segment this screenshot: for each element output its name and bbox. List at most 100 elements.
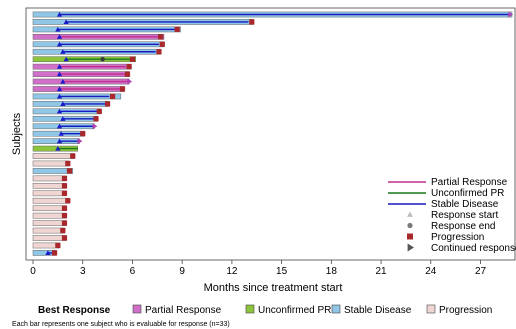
legend-marker-item: Continued response — [407, 243, 516, 254]
footnote: Each bar represents one subject who is e… — [12, 321, 230, 328]
legend-line-item: Stable Disease — [388, 199, 499, 210]
progression-marker — [96, 108, 102, 114]
continued-response-marker — [77, 138, 83, 145]
bottom-legend-swatch — [245, 304, 255, 314]
subject-bar — [32, 123, 98, 130]
bar-rect — [32, 212, 67, 219]
response-start-marker — [56, 34, 63, 39]
x-tick-label: 27 — [475, 266, 487, 277]
subject-bar — [32, 56, 137, 63]
x-axis-ticks: 0 3 6 9 12 15 18 21 24 27 — [30, 260, 487, 277]
subject-bar — [32, 86, 126, 92]
x-tick-label: 15 — [276, 266, 288, 277]
response-start-marker — [56, 71, 63, 77]
x-tick-label: 0 — [30, 266, 36, 277]
subject-bar — [32, 212, 68, 219]
progression-marker — [61, 220, 68, 226]
bar-rect — [32, 183, 67, 189]
subject-bar — [32, 205, 68, 212]
legend-line-item: Unconfirmed PR — [388, 188, 504, 199]
x-tick-label: 9 — [179, 266, 185, 277]
subject-bar — [32, 19, 255, 25]
legend-marker-item: Response end — [407, 221, 496, 232]
response-start-marker — [55, 146, 61, 151]
progression-marker — [104, 101, 111, 107]
response-start-marker — [55, 26, 61, 32]
progression-marker — [51, 250, 58, 256]
response-start-marker — [56, 138, 63, 144]
subject-bar — [32, 26, 181, 33]
response-start-marker — [63, 56, 69, 62]
legend-marker-label: Response start — [431, 210, 498, 221]
response-start-marker — [60, 78, 66, 84]
progression-marker — [61, 235, 68, 241]
subject-bar — [32, 168, 74, 174]
subject-bar — [32, 145, 79, 152]
subject-bar — [32, 160, 71, 167]
progression-marker — [93, 116, 99, 122]
progression-marker — [65, 198, 71, 204]
progression-marker — [60, 227, 66, 234]
legend-line-label: Partial Response — [431, 177, 508, 188]
bar-rect — [32, 235, 67, 241]
response-start-marker — [60, 116, 66, 121]
legend-line-label: Unconfirmed PR — [431, 188, 504, 199]
bottom-legend-item: Partial Response — [132, 304, 222, 316]
response-start-marker — [56, 86, 63, 92]
x-axis-title: Months since treatment start — [204, 282, 343, 294]
bar-rect — [32, 197, 70, 204]
legend-arrow-icon — [407, 243, 414, 252]
subject-bar — [32, 108, 102, 115]
legend-marker-label: Progression — [431, 232, 484, 243]
legend-line-item: Partial Response — [388, 177, 508, 188]
subject-bar — [32, 101, 111, 107]
bottom-legend-swatch — [331, 304, 341, 314]
y-axis-title: Subjects — [11, 112, 23, 155]
x-tick-label: 24 — [425, 266, 437, 277]
progression-marker — [80, 131, 86, 137]
subject-bar — [32, 175, 68, 182]
subject-bar — [32, 197, 71, 204]
response-start-marker — [56, 123, 63, 129]
progression-marker — [249, 19, 255, 25]
response-start-marker — [56, 11, 63, 17]
legend-marker-item: Progression — [407, 232, 484, 243]
response-start-marker — [63, 19, 69, 25]
bar-rect — [32, 227, 65, 234]
bottom-legend-label: Partial Response — [145, 305, 222, 316]
bar-rect — [32, 145, 79, 152]
legend-marker-label: Response end — [431, 221, 496, 232]
bottom-legend-label: Progression — [439, 305, 492, 316]
legend-marker-label: Continued response — [431, 243, 516, 254]
subject-bar — [32, 41, 165, 48]
progression-marker — [119, 86, 126, 92]
response-start-marker — [60, 101, 66, 106]
legend-circle-icon — [407, 222, 413, 229]
x-tick-label: 6 — [130, 266, 136, 277]
continued-response-marker — [508, 11, 513, 18]
subject-bar — [32, 242, 61, 249]
response-start-marker — [56, 93, 63, 99]
subject-bar — [32, 130, 86, 137]
continued-response-marker — [127, 78, 133, 85]
bottom-legend-title: Best Response — [38, 305, 111, 316]
bar-rect — [32, 205, 67, 212]
subject-bar — [32, 190, 68, 197]
bottom-legend-label: Unconfirmed PR — [258, 305, 331, 316]
legend-marker-item: Response start — [407, 210, 498, 221]
progression-marker — [126, 64, 132, 70]
subject-bars — [32, 11, 513, 256]
bar-rect — [32, 220, 67, 226]
legend-line-label: Stable Disease — [431, 199, 499, 210]
subject-bar — [32, 63, 132, 70]
response-start-marker — [56, 41, 63, 47]
x-tick-label: 12 — [226, 266, 238, 277]
x-tick-label: 18 — [326, 266, 338, 277]
subject-bar — [32, 220, 68, 226]
progression-marker — [158, 34, 164, 40]
bottom-legend: Best Response Partial Response Unconfirmed… — [38, 304, 492, 316]
response-start-marker — [58, 131, 64, 136]
progression-marker — [61, 183, 68, 189]
progression-marker — [55, 242, 61, 249]
